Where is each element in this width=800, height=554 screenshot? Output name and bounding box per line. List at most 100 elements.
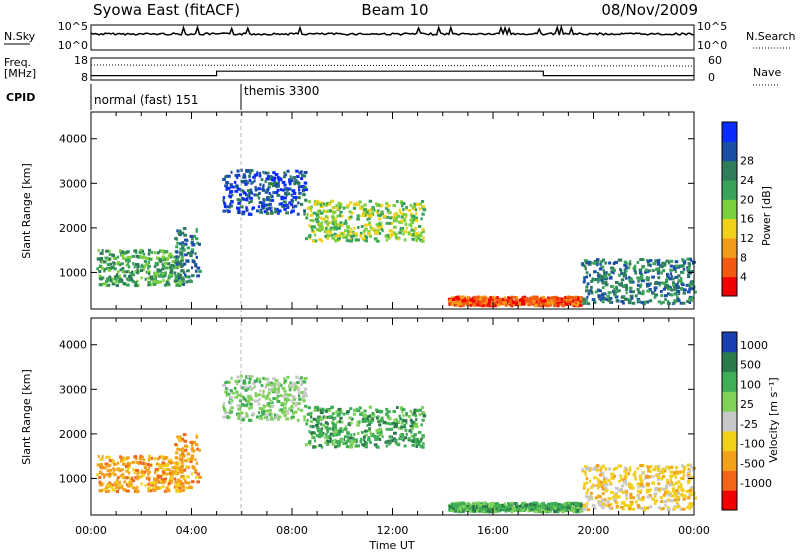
velocity-cell-2-261 [264, 377, 267, 381]
power-cell-3-215 [328, 221, 331, 225]
velocity-cell-0-97 [165, 486, 169, 490]
velocity-cell-5-340 [688, 490, 692, 494]
velocity-cell-0-178 [167, 489, 171, 493]
velocity-cell-5-360 [661, 487, 666, 491]
velocity-cell-5-341 [622, 490, 626, 494]
velocity-cell-2-25 [286, 411, 290, 415]
velocity-cell-3-297 [333, 438, 337, 442]
velocity-cell-4-420 [472, 508, 476, 512]
power-cell-3-379 [418, 207, 422, 211]
velocity-cell-5-13 [688, 501, 693, 505]
power-cell-3-52 [392, 231, 396, 235]
velocity-colorbar-tick-4: -25 [740, 418, 758, 431]
power-cell-3-211 [396, 214, 401, 218]
velocity-cell-3-5 [355, 440, 358, 444]
velocity-cell-2-20 [277, 387, 281, 391]
power-cell-3-406 [380, 221, 383, 225]
power-cell-5-39 [628, 298, 632, 302]
power-cell-3-387 [379, 213, 382, 217]
velocity-cell-5-168 [687, 468, 691, 472]
velocity-cell-0-117 [154, 467, 159, 471]
velocity-cell-5-326 [613, 493, 617, 497]
power-cell-2-170 [275, 183, 278, 187]
power-cell-3-422 [374, 231, 379, 235]
velocity-cell-2-109 [304, 404, 308, 408]
power-cell-5-105 [675, 283, 679, 287]
velocity-cell-5-396 [614, 495, 619, 499]
power-cell-4-456 [554, 300, 557, 304]
velocity-cell-5-327 [608, 503, 611, 507]
power-colorbar-swatch-7 [722, 141, 737, 162]
power-cell-3-230 [316, 213, 320, 217]
power-cell-5-169 [631, 290, 636, 294]
velocity-cell-0-94 [148, 463, 153, 467]
velocity-cell-2-235 [283, 389, 287, 393]
power-cell-3-366 [324, 215, 328, 219]
power-cell-5-78 [682, 259, 687, 263]
power-colorbar-swatch-3 [722, 218, 737, 239]
velocity-cell-2-199 [288, 407, 291, 411]
power-cell-0-294 [120, 253, 125, 257]
velocity-cell-2-118 [260, 384, 264, 388]
power-cell-4-192 [563, 300, 566, 304]
velocity-cell-0-14 [120, 484, 124, 488]
power-cell-3-6 [364, 227, 368, 231]
power-cell-0-263 [100, 260, 104, 264]
power-cell-5-382 [657, 258, 661, 262]
power-cell-3-226 [336, 207, 341, 211]
power-cell-3-320 [319, 224, 324, 228]
power-cell-5-262 [625, 269, 628, 273]
power-cell-3-362 [375, 223, 379, 227]
velocity-cell-2-269 [258, 406, 263, 410]
power-cell-3-124 [326, 230, 329, 234]
power-cell-5-358 [686, 290, 691, 294]
velocity-cell-2-171 [270, 400, 273, 404]
power-cell-2-277 [302, 174, 307, 178]
velocity-cell-5-252 [687, 463, 691, 467]
power-cell-5-332 [670, 275, 673, 279]
power-cell-5-319 [656, 262, 661, 266]
velocity-cell-3-270 [410, 434, 413, 438]
velocity-cell-5-238 [583, 470, 586, 474]
velocity-cell-3-229 [357, 431, 360, 435]
velocity-cell-4-227 [469, 509, 472, 513]
velocity-cell-2-74 [265, 415, 269, 419]
power-cell-3-316 [363, 232, 366, 236]
velocity-cell-0-254 [148, 486, 152, 490]
velocity-cell-5-369 [625, 482, 628, 486]
power-cell-4-402 [481, 304, 485, 308]
power-cell-3-48 [401, 204, 404, 208]
power-cell-5-316 [601, 293, 605, 297]
velocity-cell-2-204 [234, 395, 239, 399]
velocity-cell-5-157 [687, 481, 691, 485]
power-cell-4-249 [524, 301, 527, 305]
velocity-cell-0-194 [167, 487, 170, 491]
velocity-cell-3-189 [331, 427, 336, 431]
power-cell-4-384 [478, 297, 483, 301]
velocity-cell-2-270 [237, 417, 241, 421]
velocity-cell-0-158 [163, 477, 167, 481]
power-cell-3-342 [313, 202, 317, 206]
velocity-cell-4-375 [523, 503, 528, 507]
power-cell-3-340 [362, 229, 366, 233]
power-cell-2-149 [276, 207, 279, 211]
velocity-cell-0-275 [167, 482, 171, 486]
power-cell-5-3 [659, 281, 663, 285]
power-cell-5-170 [677, 274, 681, 278]
power-cell-5-301 [647, 269, 652, 273]
power-cell-5-223 [611, 289, 615, 293]
velocity-cell-0-86 [156, 457, 160, 461]
velocity-cell-2-77 [282, 381, 286, 385]
power-cell-2-99 [283, 207, 287, 211]
power-cell-2-194 [246, 169, 250, 173]
power-cell-5-396 [614, 289, 619, 293]
velocity-cell-5-165 [676, 501, 679, 505]
power-cell-2-20 [277, 181, 281, 185]
velocity-cell-5-156 [677, 504, 681, 508]
power-cell-1-13 [178, 229, 182, 233]
power-cell-4-438 [452, 301, 455, 305]
power-colorbar-swatch-2 [722, 238, 737, 258]
power-cell-2-204 [234, 189, 239, 193]
power-cell-3-369 [413, 227, 417, 231]
velocity-cell-0-278 [141, 461, 145, 465]
